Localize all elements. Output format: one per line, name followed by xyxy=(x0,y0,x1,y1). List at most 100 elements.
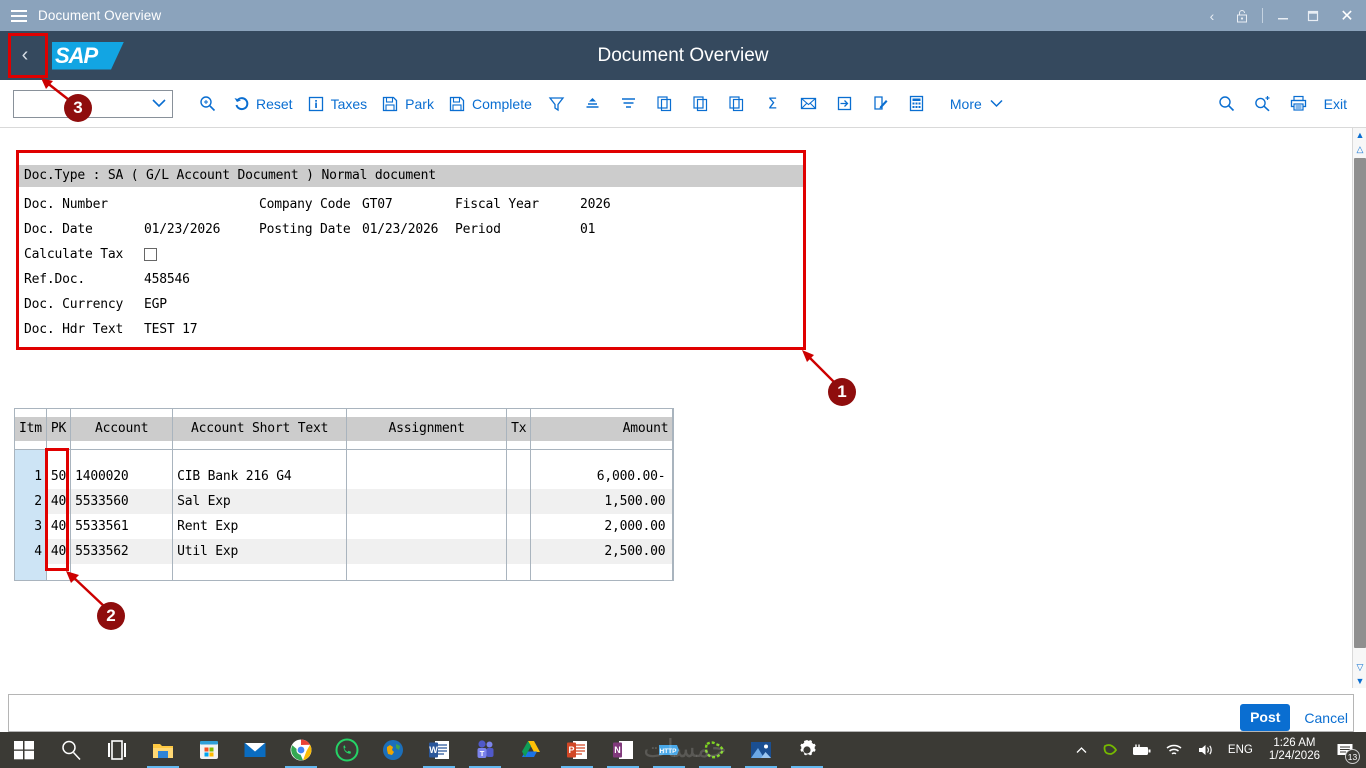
post-button[interactable]: Post xyxy=(1240,704,1291,731)
doc-hdr-text-value[interactable]: TEST 17 xyxy=(144,322,198,337)
col-header-pk[interactable]: PK xyxy=(46,409,72,450)
google-drive-icon[interactable] xyxy=(508,732,554,768)
more-menu-button[interactable]: More xyxy=(943,86,1013,122)
settings-gear-icon[interactable] xyxy=(784,732,830,768)
teams-icon[interactable]: T xyxy=(462,732,508,768)
col-header-assignment[interactable]: Assignment xyxy=(346,409,508,450)
cell-amount[interactable]: 1,500.00 xyxy=(530,489,674,514)
calculator-button[interactable] xyxy=(899,86,935,122)
col-header-itm[interactable]: Itm xyxy=(15,409,47,450)
scroll-up-arrow-icon[interactable]: ▲ xyxy=(1355,130,1365,140)
cell-account[interactable]: 5533562 xyxy=(70,539,174,564)
table-row[interactable]: 4 40 5533562 Util Exp 2,500.00 xyxy=(15,539,674,564)
speaker-icon[interactable] xyxy=(1191,732,1220,768)
col-header-tx[interactable]: Tx xyxy=(506,409,532,450)
copy-button-2[interactable] xyxy=(683,86,719,122)
cell-amount[interactable]: 6,000.00- xyxy=(530,464,674,489)
microsoft-store-icon[interactable] xyxy=(186,732,232,768)
cell-short-text[interactable]: Rent Exp xyxy=(172,514,348,539)
scroll-down-arrow-icon[interactable]: ▼ xyxy=(1355,676,1365,686)
posting-date-value[interactable]: 01/23/2026 xyxy=(362,222,439,237)
search-button[interactable] xyxy=(1209,86,1245,122)
file-explorer-icon[interactable] xyxy=(140,732,186,768)
taxes-button[interactable]: Taxes xyxy=(300,86,375,122)
cell-account[interactable]: 5533560 xyxy=(70,489,174,514)
show-hidden-icons-chevron[interactable] xyxy=(1069,732,1094,768)
scroll-page-down-icon[interactable]: ▽ xyxy=(1356,661,1364,672)
sort-lines-button[interactable] xyxy=(611,86,647,122)
cell-pk[interactable]: 40 xyxy=(46,514,72,539)
clock[interactable]: 1:26 AM 1/24/2026 xyxy=(1261,737,1328,763)
doc-date-value[interactable]: 01/23/2026 xyxy=(144,222,221,237)
table-row[interactable]: 2 40 5533560 Sal Exp 1,500.00 xyxy=(15,489,674,514)
task-view-icon[interactable] xyxy=(94,732,140,768)
maximize-icon[interactable] xyxy=(1298,0,1328,31)
search-icon[interactable] xyxy=(48,732,94,768)
cell-short-text[interactable]: Sal Exp xyxy=(172,489,348,514)
filter-button[interactable] xyxy=(539,86,575,122)
cell-assignment[interactable] xyxy=(346,489,508,514)
transaction-select[interactable] xyxy=(13,89,173,118)
windows-start-icon[interactable] xyxy=(0,732,48,768)
complete-button[interactable]: Complete xyxy=(441,86,539,122)
mail-icon[interactable] xyxy=(232,732,278,768)
cancel-button[interactable]: Cancel xyxy=(1304,709,1348,726)
http-tool-icon[interactable]: HTTP xyxy=(646,732,692,768)
battery-charging-icon[interactable] xyxy=(1126,732,1158,768)
sort-descending-button[interactable] xyxy=(575,86,611,122)
cell-assignment[interactable] xyxy=(346,514,508,539)
copy-button-1[interactable] xyxy=(647,86,683,122)
cell-tx[interactable] xyxy=(506,514,532,539)
notifications-icon[interactable]: 13 xyxy=(1330,732,1360,768)
cell-amount[interactable]: 2,500.00 xyxy=(530,539,674,564)
cell-pk[interactable]: 50 xyxy=(46,464,72,489)
doc-currency-value[interactable]: EGP xyxy=(144,297,167,312)
lock-icon[interactable] xyxy=(1227,0,1257,31)
sap-logon-icon[interactable] xyxy=(692,732,738,768)
word-icon[interactable]: W xyxy=(416,732,462,768)
back-navigation-button[interactable]: ‹ xyxy=(21,44,29,66)
fiscal-year-value[interactable]: 2026 xyxy=(580,197,611,212)
ref-doc-value[interactable]: 458546 xyxy=(144,272,190,287)
hamburger-menu-icon[interactable] xyxy=(0,0,38,31)
exit-button[interactable]: Exit xyxy=(1317,86,1354,122)
scrollbar-thumb[interactable] xyxy=(1354,158,1366,648)
table-row[interactable]: 3 40 5533561 Rent Exp 2,000.00 xyxy=(15,514,674,539)
cell-assignment[interactable] xyxy=(346,539,508,564)
chrome-icon[interactable] xyxy=(278,732,324,768)
wifi-icon[interactable] xyxy=(1160,732,1189,768)
col-header-amount[interactable]: Amount xyxy=(530,409,674,450)
search-document-button[interactable] xyxy=(189,86,225,122)
search-plus-button[interactable] xyxy=(1245,86,1281,122)
cell-account[interactable]: 1400020 xyxy=(70,464,174,489)
sum-button[interactable]: Σ xyxy=(755,86,791,122)
cell-amount[interactable]: 2,000.00 xyxy=(530,514,674,539)
cell-tx[interactable] xyxy=(506,464,532,489)
period-value[interactable]: 01 xyxy=(580,222,596,237)
content-vertical-scrollbar[interactable]: ▲ △ ▽ ▼ xyxy=(1352,128,1366,688)
onenote-icon[interactable]: N xyxy=(600,732,646,768)
copy-button-3[interactable] xyxy=(719,86,755,122)
table-row[interactable]: 1 50 1400020 CIB Bank 216 G4 6,000.00- xyxy=(15,464,674,489)
cell-pk[interactable]: 40 xyxy=(46,489,72,514)
back-chevron-icon[interactable]: ‹ xyxy=(1209,7,1215,24)
language-indicator[interactable]: ENG xyxy=(1227,744,1253,756)
nvidia-icon[interactable] xyxy=(1096,732,1124,768)
company-code-value[interactable]: GT07 xyxy=(362,197,393,212)
scroll-page-up-icon[interactable]: △ xyxy=(1356,143,1364,154)
cell-short-text[interactable]: CIB Bank 216 G4 xyxy=(172,464,348,489)
minimize-icon[interactable] xyxy=(1268,0,1298,31)
print-button[interactable] xyxy=(1281,86,1317,122)
edit-document-button[interactable] xyxy=(863,86,899,122)
col-header-account-short-text[interactable]: Account Short Text xyxy=(172,409,348,450)
close-icon[interactable]: ✕ xyxy=(1340,7,1354,25)
park-button[interactable]: Park xyxy=(374,86,441,122)
email-button[interactable] xyxy=(791,86,827,122)
cell-account[interactable]: 5533561 xyxy=(70,514,174,539)
photos-icon[interactable] xyxy=(738,732,784,768)
cell-assignment[interactable] xyxy=(346,464,508,489)
import-button[interactable] xyxy=(827,86,863,122)
reset-button[interactable]: Reset xyxy=(225,86,300,122)
calculate-tax-checkbox[interactable] xyxy=(144,248,157,261)
cell-tx[interactable] xyxy=(506,489,532,514)
